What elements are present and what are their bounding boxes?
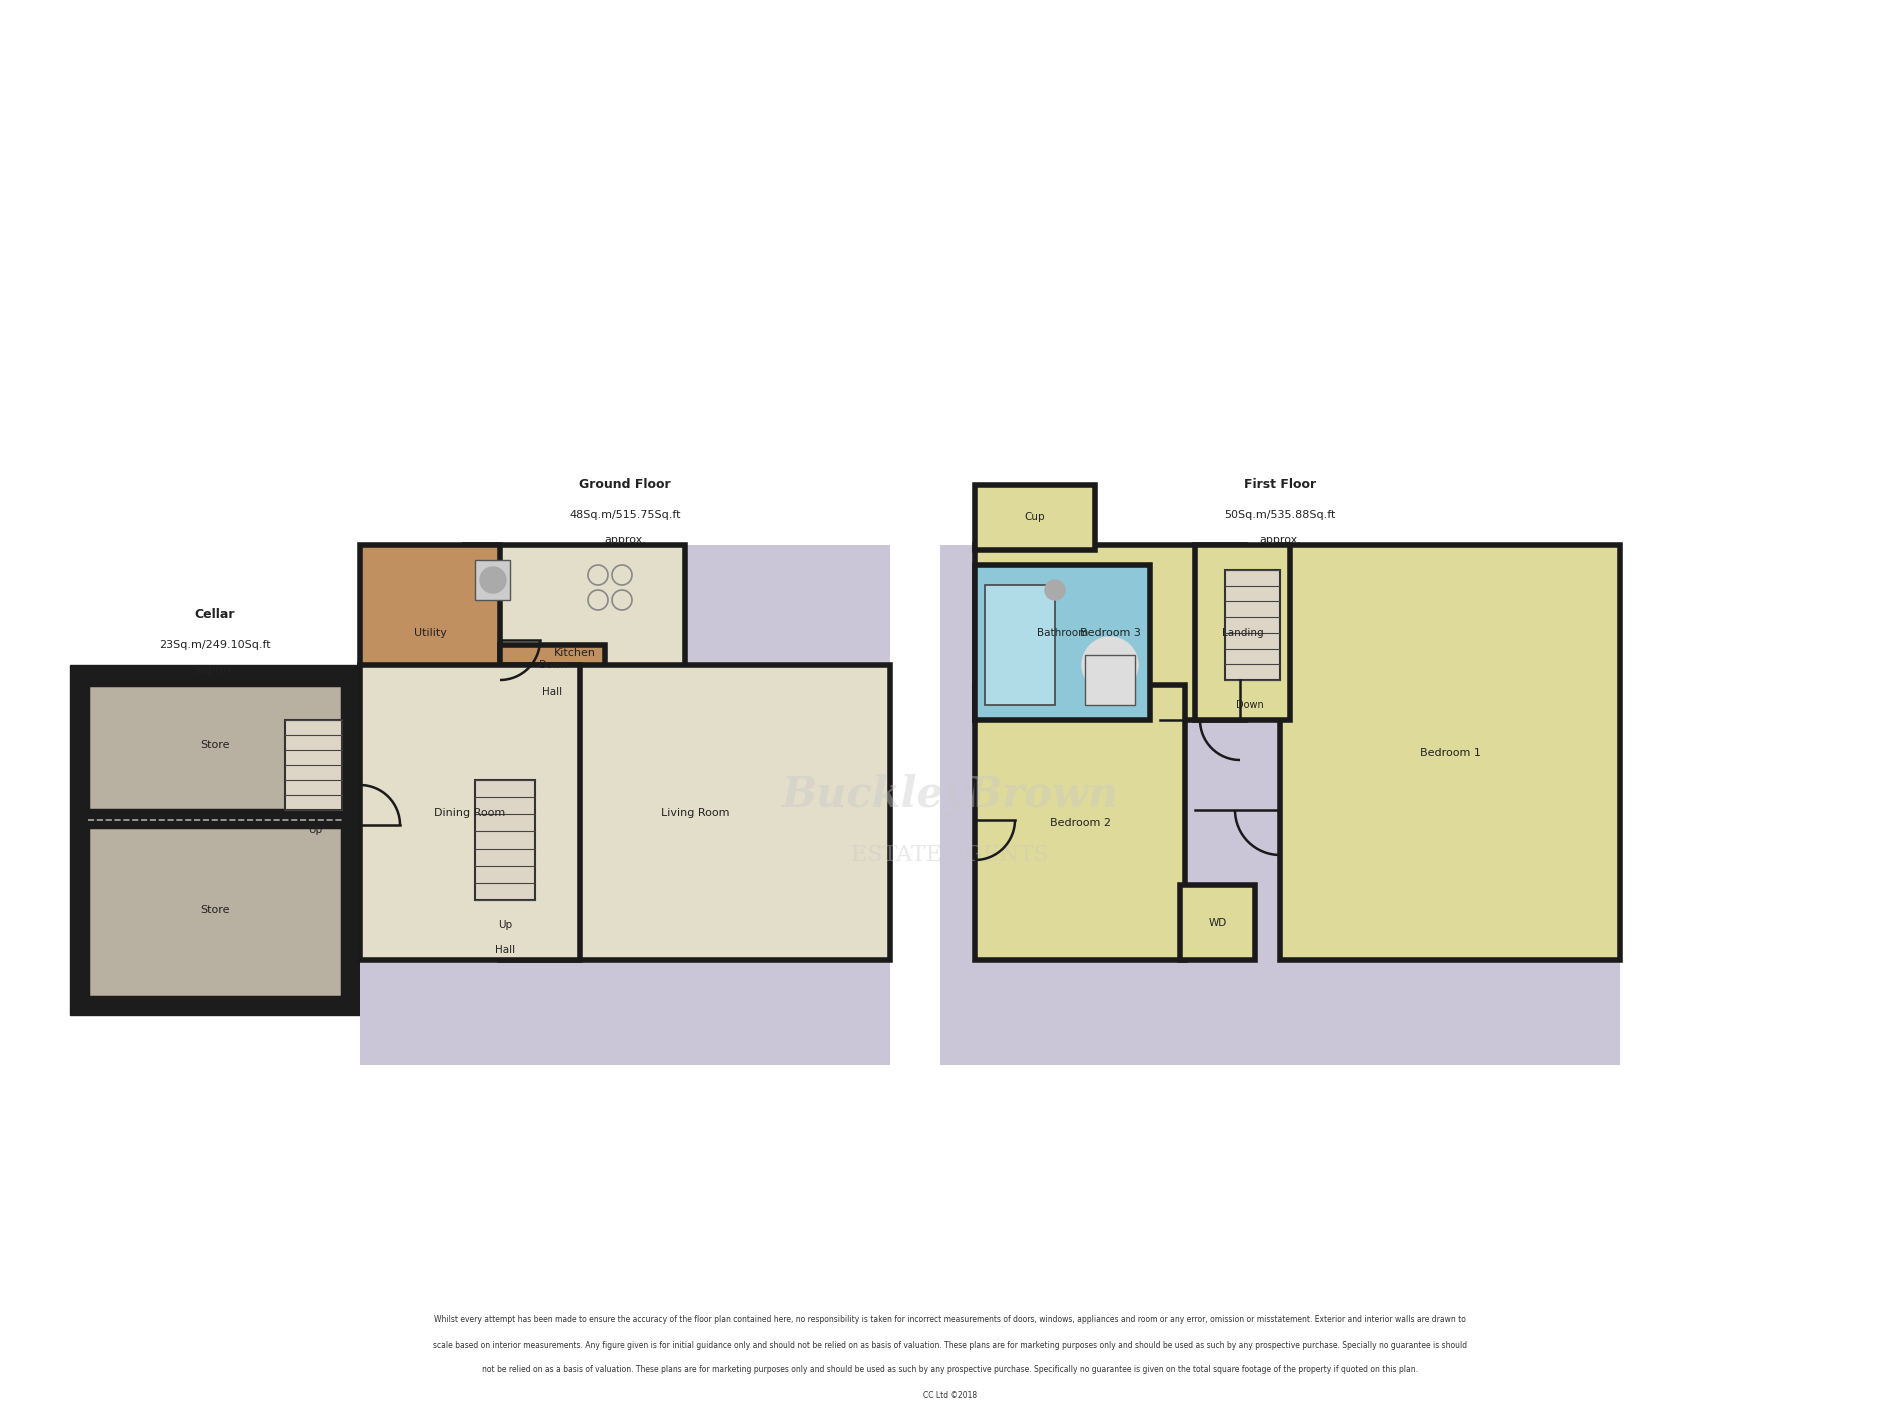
Circle shape: [481, 567, 505, 593]
FancyBboxPatch shape: [359, 665, 580, 960]
FancyBboxPatch shape: [1281, 544, 1621, 960]
Text: approx.: approx.: [194, 665, 236, 675]
Text: Dining Room: Dining Room: [435, 808, 505, 818]
Text: Bedroom 1: Bedroom 1: [1419, 748, 1480, 758]
FancyBboxPatch shape: [475, 560, 509, 600]
FancyBboxPatch shape: [975, 685, 1186, 960]
Text: First Floor: First Floor: [1244, 479, 1317, 492]
Text: Down: Down: [538, 660, 566, 670]
Text: CC Ltd ©2018: CC Ltd ©2018: [923, 1391, 977, 1399]
Text: not be relied on as a basis of valuation. These plans are for marketing purposes: not be relied on as a basis of valuation…: [483, 1365, 1417, 1375]
Text: Up: Up: [308, 825, 323, 835]
Text: Bedroom 2: Bedroom 2: [1049, 818, 1110, 828]
FancyBboxPatch shape: [475, 779, 536, 901]
Text: scale based on interior measurements. Any figure given is for initial guidance o: scale based on interior measurements. An…: [433, 1341, 1467, 1349]
Text: ESTATE AGENTS: ESTATE AGENTS: [851, 844, 1049, 866]
FancyBboxPatch shape: [359, 544, 500, 720]
FancyBboxPatch shape: [87, 826, 342, 997]
Text: BuckleyBrown: BuckleyBrown: [781, 774, 1119, 817]
FancyBboxPatch shape: [1085, 656, 1134, 705]
Text: 23Sq.m/249.10Sq.ft: 23Sq.m/249.10Sq.ft: [160, 640, 272, 650]
Text: Landing: Landing: [1222, 627, 1264, 637]
Text: Ground Floor: Ground Floor: [580, 479, 671, 492]
Text: Hall: Hall: [494, 945, 515, 955]
FancyBboxPatch shape: [975, 544, 1244, 720]
FancyBboxPatch shape: [975, 564, 1150, 720]
FancyBboxPatch shape: [500, 665, 889, 960]
Text: Cup: Cup: [1024, 513, 1045, 523]
Text: WD: WD: [1208, 918, 1227, 928]
FancyBboxPatch shape: [940, 544, 1621, 1064]
Circle shape: [1081, 637, 1138, 693]
Text: Bathroom: Bathroom: [1037, 627, 1089, 637]
Circle shape: [1045, 580, 1066, 600]
FancyBboxPatch shape: [975, 485, 1094, 550]
Text: Store: Store: [200, 905, 230, 915]
Text: Whilst every attempt has been made to ensure the accuracy of the floor plan cont: Whilst every attempt has been made to en…: [433, 1315, 1467, 1324]
Text: Utility: Utility: [414, 627, 446, 637]
Text: Bedroom 3: Bedroom 3: [1079, 627, 1140, 637]
FancyBboxPatch shape: [87, 685, 342, 809]
FancyBboxPatch shape: [285, 720, 342, 809]
FancyBboxPatch shape: [984, 586, 1054, 705]
Text: Living Room: Living Room: [661, 808, 730, 818]
FancyBboxPatch shape: [1195, 544, 1290, 720]
Text: approx.: approx.: [604, 534, 646, 544]
Text: 48Sq.m/515.75Sq.ft: 48Sq.m/515.75Sq.ft: [570, 510, 680, 520]
Text: Down: Down: [1237, 700, 1264, 710]
Text: Up: Up: [498, 921, 513, 931]
Text: Cellar: Cellar: [194, 608, 236, 621]
FancyBboxPatch shape: [466, 544, 686, 720]
FancyBboxPatch shape: [70, 665, 359, 1015]
Text: 50Sq.m/535.88Sq.ft: 50Sq.m/535.88Sq.ft: [1224, 510, 1336, 520]
Text: Kitchen: Kitchen: [555, 647, 597, 657]
FancyBboxPatch shape: [359, 544, 889, 1064]
Text: Hall: Hall: [542, 687, 562, 697]
FancyBboxPatch shape: [1180, 885, 1256, 960]
FancyBboxPatch shape: [500, 646, 604, 720]
Text: approx.: approx.: [1260, 534, 1302, 544]
Text: Store: Store: [200, 740, 230, 750]
FancyBboxPatch shape: [1226, 570, 1281, 680]
